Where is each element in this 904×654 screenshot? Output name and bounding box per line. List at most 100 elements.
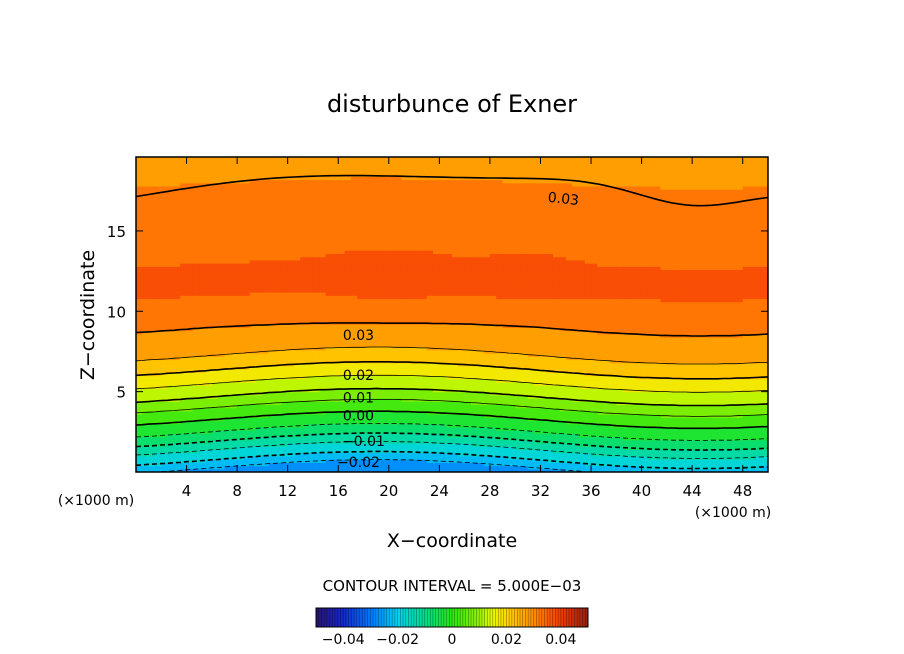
field-cell	[445, 359, 453, 364]
field-cell	[199, 288, 207, 293]
field-cell	[325, 311, 333, 316]
field-cell	[331, 166, 339, 171]
field-cell	[136, 221, 143, 226]
field-cell	[331, 198, 339, 203]
field-cell	[224, 166, 232, 171]
field-cell	[243, 234, 251, 238]
field-cell	[414, 324, 421, 328]
field-cell	[433, 166, 440, 171]
field-cell	[256, 205, 263, 210]
field-cell	[173, 263, 181, 267]
field-cell	[142, 324, 150, 328]
field-cell	[211, 449, 219, 454]
field-cell	[199, 205, 207, 210]
field-cell	[211, 198, 219, 203]
field-cell	[275, 195, 282, 200]
field-cell	[287, 407, 295, 412]
field-cell	[262, 230, 270, 235]
field-cell	[433, 430, 440, 435]
field-cell	[142, 356, 150, 361]
field-cell	[161, 410, 169, 415]
field-cell	[439, 185, 447, 190]
field-cell	[439, 308, 447, 312]
field-cell	[331, 343, 339, 348]
field-cell	[205, 227, 213, 232]
field-cell	[439, 298, 447, 303]
field-cell	[142, 468, 150, 472]
field-cell	[325, 269, 333, 274]
field-cell	[205, 468, 213, 472]
field-cell	[445, 275, 453, 280]
field-cell	[136, 163, 143, 168]
field-cell	[357, 221, 365, 226]
field-cell	[452, 202, 459, 206]
field-cell	[211, 452, 219, 457]
field-cell	[142, 385, 150, 390]
field-cell	[395, 433, 403, 438]
field-cell	[401, 269, 409, 274]
field-cell	[186, 288, 194, 293]
field-cell	[306, 169, 314, 174]
field-cell	[294, 414, 301, 418]
field-cell	[369, 382, 377, 386]
field-cell	[262, 205, 270, 210]
field-cell	[173, 443, 181, 447]
field-cell	[452, 269, 459, 274]
field-cell	[350, 430, 358, 435]
field-cell	[199, 455, 207, 460]
field-cell	[275, 343, 282, 348]
field-cell	[154, 349, 162, 354]
field-cell	[325, 224, 333, 229]
field-cell	[325, 182, 333, 187]
field-cell	[452, 320, 459, 325]
field-cell	[338, 436, 346, 441]
field-cell	[331, 353, 339, 357]
field-cell	[211, 349, 219, 354]
field-cell	[275, 398, 282, 402]
field-cell	[281, 298, 289, 303]
field-cell	[294, 243, 301, 248]
field-cell	[136, 298, 143, 303]
field-cell	[312, 247, 320, 251]
field-cell	[186, 443, 194, 447]
field-cell	[249, 218, 257, 222]
field-cell	[357, 157, 365, 161]
field-cell	[205, 243, 213, 248]
field-cell	[249, 468, 257, 472]
field-cell	[154, 282, 162, 287]
field-cell	[173, 433, 181, 438]
field-cell	[357, 269, 365, 274]
field-cell	[407, 189, 415, 193]
field-cell	[180, 247, 188, 251]
field-cell	[395, 385, 403, 390]
field-cell	[388, 314, 396, 319]
field-cell	[344, 304, 352, 309]
field-cell	[388, 237, 396, 242]
field-cell	[452, 208, 459, 213]
field-cell	[426, 253, 434, 258]
field-cell	[388, 308, 396, 312]
field-cell	[256, 185, 263, 190]
field-cell	[350, 459, 358, 463]
field-cell	[186, 433, 194, 438]
field-cell	[357, 163, 365, 168]
field-cell	[256, 452, 263, 457]
field-cell	[414, 230, 421, 235]
field-cell	[452, 214, 459, 219]
field-cell	[452, 340, 459, 345]
field-cell	[331, 407, 339, 412]
field-cell	[180, 266, 188, 271]
field-cell	[154, 247, 162, 251]
field-cell	[186, 420, 194, 425]
field-cell	[331, 388, 339, 393]
field-cell	[363, 353, 371, 357]
field-cell	[439, 330, 447, 335]
field-cell	[249, 224, 257, 229]
field-cell	[180, 243, 188, 248]
field-cell	[414, 401, 421, 406]
field-cell	[388, 433, 396, 438]
field-cell	[325, 359, 333, 364]
field-cell	[224, 263, 232, 267]
field-cell	[230, 343, 238, 348]
field-cell	[180, 439, 188, 444]
